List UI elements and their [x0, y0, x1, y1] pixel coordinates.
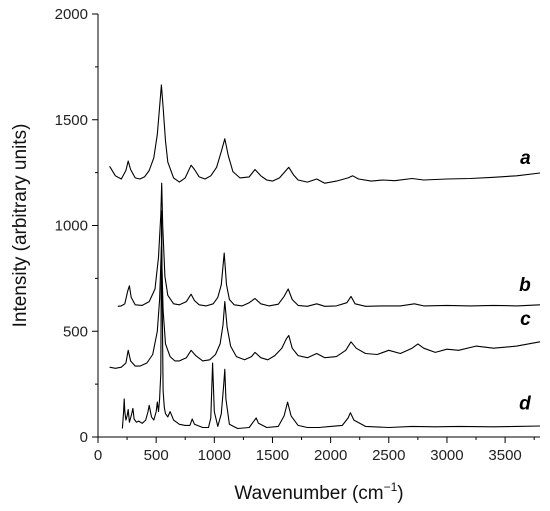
labels-layer: a bc d Wavenumber (cm−1) Intensity (arbitrar…	[10, 124, 531, 504]
x-tick-label: 500	[144, 447, 169, 464]
x-tick-label: 3000	[430, 447, 463, 464]
y-tick-label: 500	[63, 323, 88, 340]
y-tick-label: 2000	[55, 6, 88, 23]
y-tick-label: 0	[80, 429, 88, 446]
series-line-d	[121, 210, 541, 430]
x-tick-label: 2000	[314, 447, 347, 464]
series-label-b: b	[519, 275, 531, 296]
x-tick-label: 0	[94, 447, 102, 464]
series-line-b	[117, 182, 541, 307]
x-tick-label: 1000	[198, 447, 231, 464]
plot-frame	[97, 14, 540, 438]
series-label-d: d	[519, 394, 531, 415]
y-axis-label: Intensity (arbitrary units)	[10, 124, 31, 328]
series-label-a: a	[520, 148, 531, 169]
ticks-layer: 0 500 1000 1500 2000 0 500 1000 1500 2000 2500 3000…	[55, 6, 535, 464]
y-tick-label: 1000	[55, 218, 88, 235]
series-line-c	[109, 246, 541, 369]
series-label-c: c	[520, 309, 531, 330]
y-tick-label: 1500	[55, 112, 88, 129]
series-line-a	[109, 84, 541, 184]
x-tick-label: 1500	[256, 447, 289, 464]
series-layer	[109, 84, 541, 430]
x-tick-label: 2500	[372, 447, 405, 464]
x-axis-label: Wavenumber (cm−1)	[234, 480, 403, 504]
x-tick-label: 3500	[488, 447, 521, 464]
